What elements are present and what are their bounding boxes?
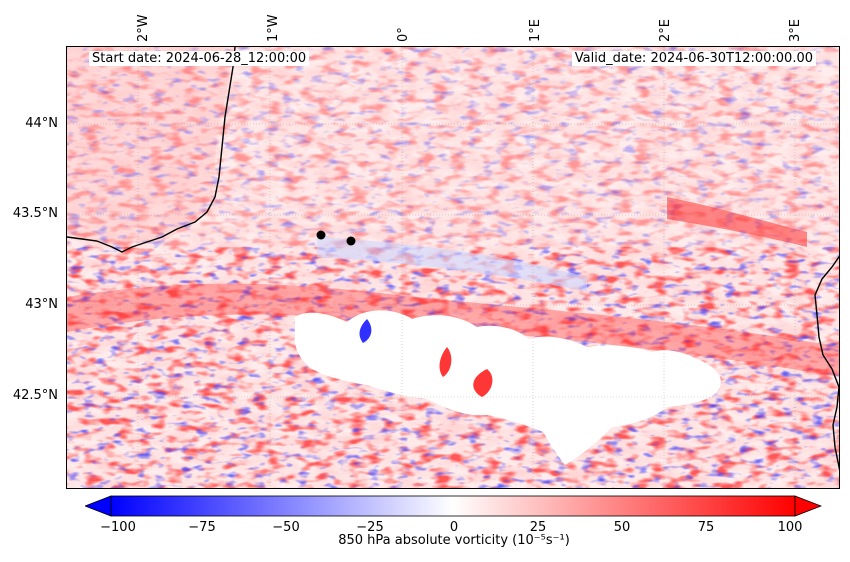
lon-tick-0: 0° [396, 27, 411, 42]
colorbar-tick: −75 [188, 520, 216, 535]
lon-tick-3e: 3°E [788, 19, 803, 42]
lon-tick-2e: 2°E [658, 19, 673, 42]
coastline-east [814, 255, 839, 471]
colorbar-tick: 100 [777, 520, 803, 535]
start-date-label: Start date: 2024-06-28_12:00:00 [89, 51, 310, 66]
marker-2 [346, 236, 356, 246]
colorbar-tick: −100 [100, 520, 136, 535]
colorbar-tick: −25 [356, 520, 384, 535]
vorticity-map [66, 46, 840, 489]
colorbar-tick: −50 [272, 520, 300, 535]
lon-tick-1e: 1°E [528, 19, 543, 42]
colorbar-tick: 25 [529, 520, 547, 535]
lat-tick-43-5n: 43.5°N [12, 206, 58, 221]
colorbar-label: 850 hPa absolute vorticity (10⁻⁵s⁻¹) [338, 533, 570, 548]
lat-tick-42-5n: 42.5°N [12, 388, 58, 403]
vorticity-field [67, 47, 839, 488]
valid-date-label: Valid_date: 2024-06-30T12:00:00.00 [571, 51, 816, 66]
colorbar-tick: 0 [449, 520, 459, 535]
lat-tick-43n: 43°N [25, 297, 58, 312]
lon-tick-1w: 1°W [266, 14, 281, 42]
colorbar [83, 495, 823, 517]
coastline-west [67, 47, 236, 253]
lon-tick-2w: 2°W [136, 14, 151, 42]
colorbar-tick: 75 [697, 520, 715, 535]
marker-1 [316, 230, 326, 240]
colorbar-tick: 50 [613, 520, 631, 535]
lat-tick-44n: 44°N [25, 116, 58, 131]
